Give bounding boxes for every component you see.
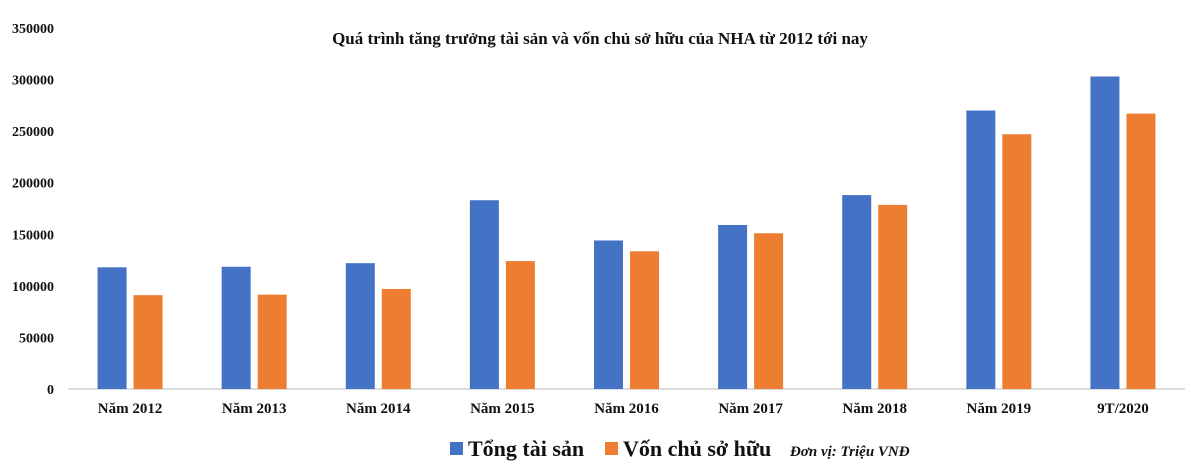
bar-von-chu-so-huu <box>1002 134 1032 389</box>
x-tick-label: Năm 2019 <box>967 401 1032 417</box>
x-tick-label: Năm 2016 <box>594 401 659 417</box>
bar-tong-tai-san <box>345 263 375 389</box>
bar-von-chu-so-huu <box>133 295 163 389</box>
category-labels: Năm 2012 Năm 2013 Năm 2014 Năm 2015 Năm 2016… <box>98 401 1149 417</box>
y-tick-label: 200000 <box>12 177 54 192</box>
y-tick-label: 100000 <box>12 280 54 295</box>
legend-label: Tổng tài sản <box>468 436 584 461</box>
x-tick-label: Năm 2015 <box>470 401 535 417</box>
y-tick-label: 300000 <box>12 74 54 89</box>
x-tick-label: Năm 2013 <box>222 401 287 417</box>
legend: Tổng tài sản Vốn chủ sở hữu <box>450 436 771 461</box>
y-tick-label: 50000 <box>19 331 54 346</box>
bar-tong-tai-san <box>594 240 623 389</box>
y-tick-label: 250000 <box>12 125 54 140</box>
y-tick-label: 0 <box>47 383 54 398</box>
bar-tong-tai-san <box>97 267 127 389</box>
bar-tong-tai-san <box>718 225 748 389</box>
x-tick-label: Năm 2017 <box>718 401 783 417</box>
bar-von-chu-so-huu <box>754 233 784 389</box>
bar-tong-tai-san <box>221 266 251 389</box>
y-axis-labels: 0 50000 100000 150000 200000 250000 300000 3500… <box>12 22 54 398</box>
bar-von-chu-so-huu <box>257 294 287 389</box>
bar-von-chu-so-huu <box>1126 113 1156 389</box>
bar-von-chu-so-huu <box>381 288 411 389</box>
legend-swatch <box>450 442 463 455</box>
bar-von-chu-so-huu <box>505 261 535 389</box>
bar-von-chu-so-huu <box>630 251 659 389</box>
legend-label: Vốn chủ sở hữu <box>623 436 771 461</box>
chart-title: Quá trình tăng trưởng tài sản và vốn chủ… <box>332 29 868 48</box>
y-tick-label: 150000 <box>12 228 54 243</box>
bars <box>97 76 1156 389</box>
bar-von-chu-so-huu <box>878 204 908 389</box>
y-tick-label: 350000 <box>12 22 54 37</box>
bar-tong-tai-san <box>1090 76 1120 389</box>
x-tick-label: Năm 2014 <box>346 401 411 417</box>
x-tick-label: 9T/2020 <box>1097 401 1149 417</box>
bar-tong-tai-san <box>842 195 872 389</box>
legend-swatch <box>605 442 618 455</box>
x-tick-label: Năm 2018 <box>842 401 907 417</box>
bar-tong-tai-san <box>469 200 499 389</box>
unit-note: Đơn vị: Triệu VNĐ <box>789 444 910 460</box>
x-tick-label: Năm 2012 <box>98 401 163 417</box>
bar-tong-tai-san <box>966 110 996 389</box>
